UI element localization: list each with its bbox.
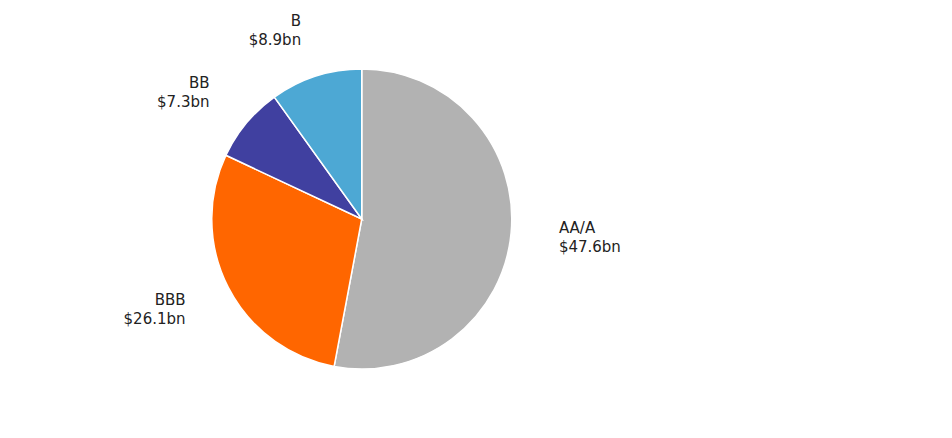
slice-value: $8.9bn <box>249 31 301 49</box>
slice-category: BBB <box>155 291 186 309</box>
wedges <box>212 69 512 369</box>
slice-value: $7.3bn <box>157 93 209 111</box>
slice-label: BB$7.3bn <box>157 74 209 111</box>
slice-category: AA/A <box>559 219 596 237</box>
pie-chart: AA/A$47.6bnBBB$26.1bnBB$7.3bnB$8.9bn <box>0 0 952 438</box>
slice-category: B <box>291 12 301 30</box>
chart-container: AA/A$47.6bnBBB$26.1bnBB$7.3bnB$8.9bn <box>0 0 952 438</box>
slice-label: AA/A$47.6bn <box>559 219 621 256</box>
slice-label: B$8.9bn <box>249 12 301 49</box>
slice-value: $26.1bn <box>124 310 186 328</box>
labels: AA/A$47.6bnBBB$26.1bnBB$7.3bnB$8.9bn <box>124 12 621 328</box>
slice-value: $47.6bn <box>559 238 621 256</box>
slice-label: BBB$26.1bn <box>124 291 186 328</box>
pie-wedge <box>274 69 361 219</box>
slice-category: BB <box>189 74 210 92</box>
